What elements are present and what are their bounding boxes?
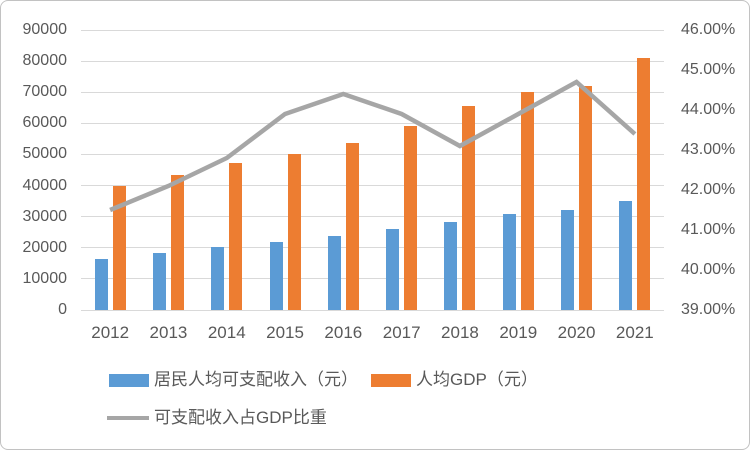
legend-row-1: 居民人均可支配收入（元） 人均GDP（元） bbox=[109, 369, 538, 391]
gridline bbox=[81, 60, 664, 62]
bar-disposable-income bbox=[327, 235, 341, 310]
bar-disposable-income bbox=[94, 258, 108, 310]
left-axis-tick: 50000 bbox=[22, 145, 68, 163]
x-axis-tick: 2017 bbox=[382, 323, 421, 342]
ratio-line bbox=[109, 79, 637, 213]
bar-gdp bbox=[345, 143, 359, 310]
right-axis-tick: 45.00% bbox=[681, 61, 736, 78]
gridline bbox=[81, 29, 664, 31]
bar-disposable-income bbox=[211, 247, 225, 310]
x-axis-tick: 2018 bbox=[441, 323, 479, 342]
legend-label-disposable-income: 居民人均可支配收入（元） bbox=[154, 370, 358, 389]
x-axis-tick: 2012 bbox=[91, 323, 130, 342]
right-axis-tick: 46.00% bbox=[681, 21, 736, 38]
bar-gdp bbox=[462, 106, 476, 310]
bar-gdp bbox=[579, 86, 593, 310]
left-axis-tick: 80000 bbox=[22, 52, 68, 70]
gridline bbox=[81, 216, 664, 218]
bar-disposable-income bbox=[386, 229, 400, 310]
right-axis-tick: 39.00% bbox=[681, 301, 736, 318]
right-axis-tick: 44.00% bbox=[681, 101, 736, 118]
legend-label-ratio: 可支配收入占GDP比重 bbox=[154, 408, 327, 427]
legend-item-gdp: 人均GDP（元） bbox=[371, 369, 538, 391]
right-axis-tick: 41.00% bbox=[681, 221, 736, 238]
bar-disposable-income bbox=[152, 253, 166, 310]
bar-gdp bbox=[287, 154, 301, 310]
x-axis-tick: 2021 bbox=[615, 323, 654, 342]
bar-gdp bbox=[112, 186, 126, 310]
bar-disposable-income bbox=[561, 209, 575, 310]
gridline bbox=[81, 247, 664, 249]
gridline bbox=[81, 309, 664, 311]
x-axis-tick: 2015 bbox=[266, 323, 304, 342]
left-axis-tick-labels: 0 10000 20000 30000 40000 50000 60000 70000 8000… bbox=[5, 22, 68, 318]
bar-disposable-income bbox=[444, 222, 458, 310]
gridline bbox=[81, 91, 664, 93]
x-axis-tick: 2013 bbox=[149, 323, 188, 342]
legend-swatch-orange-bar bbox=[371, 373, 411, 387]
bar-disposable-income bbox=[502, 214, 516, 310]
legend-item-ratio: 可支配收入占GDP比重 bbox=[107, 407, 327, 429]
left-axis-tick: 70000 bbox=[22, 83, 68, 101]
right-axis-tick-labels: 39.00% 40.00% 41.00% 42.00% 43.00% 44.00% 45.0… bbox=[681, 22, 745, 318]
x-axis-tick-labels: 2012 2013 2014 2015 2016 2017 2018 2019 2020 2021 bbox=[81, 323, 664, 343]
x-axis-tick: 2019 bbox=[499, 323, 538, 342]
bar-gdp bbox=[229, 163, 243, 310]
gridline bbox=[81, 153, 664, 155]
legend-item-disposable-income: 居民人均可支配收入（元） bbox=[109, 369, 358, 391]
left-axis-tick: 60000 bbox=[22, 114, 68, 132]
right-axis-tick: 40.00% bbox=[681, 261, 736, 278]
bar-gdp bbox=[520, 91, 534, 310]
bar-gdp bbox=[170, 174, 184, 310]
gridline bbox=[81, 278, 664, 280]
gridline bbox=[81, 122, 664, 124]
left-axis-tick: 10000 bbox=[22, 269, 68, 287]
legend-swatch-blue-bar bbox=[109, 373, 149, 387]
x-axis-tick: 2014 bbox=[207, 323, 246, 342]
right-axis-tick: 42.00% bbox=[681, 181, 736, 198]
legend-row-2: 可支配收入占GDP比重 bbox=[107, 407, 327, 429]
legend-label-gdp: 人均GDP（元） bbox=[416, 370, 538, 389]
right-axis-tick: 43.00% bbox=[681, 141, 736, 158]
x-axis-tick: 2020 bbox=[557, 323, 596, 342]
left-axis-tick: 0 bbox=[58, 301, 67, 318]
legend-swatch-gray-line bbox=[107, 415, 149, 421]
plot-area bbox=[81, 29, 664, 311]
left-axis-tick: 20000 bbox=[22, 238, 68, 256]
left-axis-tick: 90000 bbox=[22, 21, 68, 38]
left-axis-tick: 40000 bbox=[22, 176, 68, 194]
x-axis-tick: 2016 bbox=[324, 323, 363, 342]
bar-gdp bbox=[404, 125, 418, 310]
gridline bbox=[81, 185, 664, 187]
bar-disposable-income bbox=[269, 241, 283, 310]
bar-gdp bbox=[637, 58, 651, 310]
left-axis-tick: 30000 bbox=[22, 207, 68, 225]
ratio-line-series bbox=[109, 79, 637, 213]
bar-disposable-income bbox=[619, 200, 633, 310]
